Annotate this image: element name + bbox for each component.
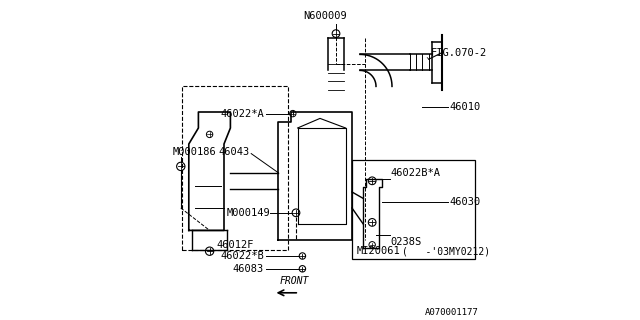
- Text: MI20061: MI20061: [357, 246, 401, 256]
- Text: 46022B*A: 46022B*A: [390, 168, 440, 178]
- Text: 46022*B: 46022*B: [220, 251, 264, 261]
- Text: A070001177: A070001177: [425, 308, 479, 317]
- Text: 46012F: 46012F: [216, 240, 253, 250]
- Text: 46083: 46083: [233, 264, 264, 274]
- Text: N600009: N600009: [303, 11, 347, 21]
- Text: M000186: M000186: [173, 147, 216, 157]
- Text: 0238S: 0238S: [390, 237, 422, 247]
- Text: 46022*A: 46022*A: [220, 108, 264, 119]
- Text: FIG.070-2: FIG.070-2: [430, 48, 486, 58]
- Text: (   -'03MY0212): ( -'03MY0212): [402, 246, 490, 256]
- Text: 46043: 46043: [218, 147, 250, 157]
- Text: M000149: M000149: [227, 208, 270, 218]
- Text: 46010: 46010: [450, 102, 481, 112]
- Text: 46030: 46030: [450, 196, 481, 207]
- Text: FRONT: FRONT: [280, 276, 309, 286]
